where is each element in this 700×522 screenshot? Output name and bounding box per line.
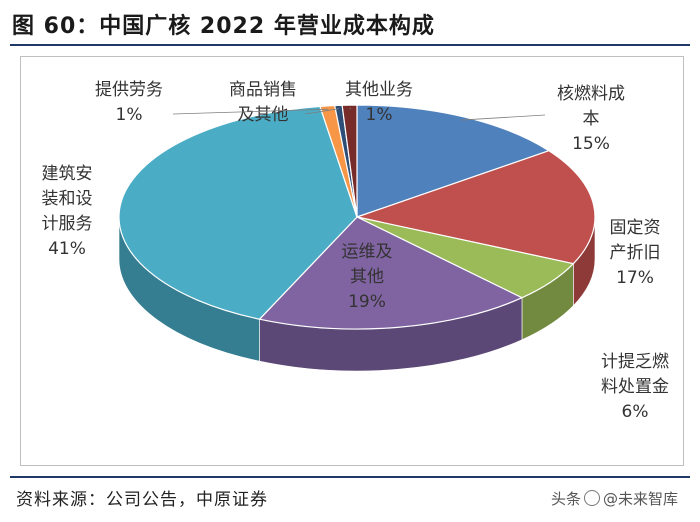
leader-line-6 [304,108,340,115]
slice-1-- [354,150,596,265]
data-label-line-3-1: 其他 [350,267,384,287]
data-label-line-4-2: 计服务 [42,214,93,234]
figure-title: 图 60：中国广核 2022 年营业成本构成 [12,14,435,39]
data-label-line-3-2: 19% [348,292,386,312]
chart-frame: 核燃料成本 15% 固定资产折旧 17% 计提乏燃料处置金 6% 运维及其他 19% 建筑安装和… [20,56,684,466]
watermark-right-text: @未来智库 [602,490,678,508]
data-label-line-6-0: 商品销售 [229,80,297,100]
data-label-line-2-1: 料处置金 [601,377,669,397]
pie-top-faces [118,104,596,330]
source-note: 资料来源：公司公告，中原证券 [16,490,268,510]
leader-line-5 [172,108,329,115]
data-label-1--: 固定资产折旧 17% [610,218,661,288]
data-label-line-1-1: 产折旧 [610,243,661,263]
data-label-7--: 其他业务 1% [345,80,413,125]
data-label-line-4-3: 41% [48,239,86,259]
data-label-line-1-2: 17% [616,268,654,288]
data-label-line-5-0: 提供劳务 [95,80,163,100]
pie-chart: 核燃料成本 15% 固定资产折旧 17% 计提乏燃料处置金 6% 运维及其他 19% 建筑安装和… [42,80,670,422]
data-label-line-7-0: 其他业务 [345,80,413,100]
slice-0-- [356,104,551,218]
data-label-line-0-2: 15% [572,134,610,154]
data-label-line-0-0: 核燃料成 [557,84,625,104]
data-label-5--: 提供劳务 1% [95,80,163,125]
watermark: 头条 @未来智库 [551,488,678,509]
data-label-line-7-1: 1% [366,105,393,125]
pie-side-walls [118,216,596,372]
slice-4-- [118,105,358,320]
slice-3-- [258,216,524,330]
data-label-2--: 计提乏燃料处置金 6% [601,352,669,422]
leader-line-0 [461,114,546,121]
data-label-line-5-1: 1% [116,105,143,125]
data-label-6--: 商品销售及其他 [229,80,297,125]
data-label-line-4-0: 建筑安 [42,164,93,184]
data-label-line-4-1: 装和设 [42,189,93,209]
footer-divider [10,476,690,478]
data-label-line-2-0: 计提乏燃 [601,352,669,372]
data-label-line-6-1: 及其他 [238,105,289,125]
data-label-3--: 运维及其他 19% [342,242,393,312]
leader-line-7 [349,108,352,110]
slice-7-- [341,104,358,218]
data-label-4--: 建筑安装和设计服务 41% [42,164,93,259]
data-label-line-1-0: 固定资 [610,218,661,238]
title-divider [10,44,690,46]
data-label-line-3-0: 运维及 [342,242,393,262]
watermark-logo-icon [583,490,600,506]
data-label-0--: 核燃料成本 15% [557,84,625,154]
pie-labels: 核燃料成本 15% 固定资产折旧 17% 计提乏燃料处置金 6% 运维及其他 19% 建筑安装和… [42,80,670,422]
data-label-line-0-1: 本 [583,109,600,129]
data-label-line-2-2: 6% [622,402,649,422]
watermark-left-text: 头条 [550,490,581,508]
